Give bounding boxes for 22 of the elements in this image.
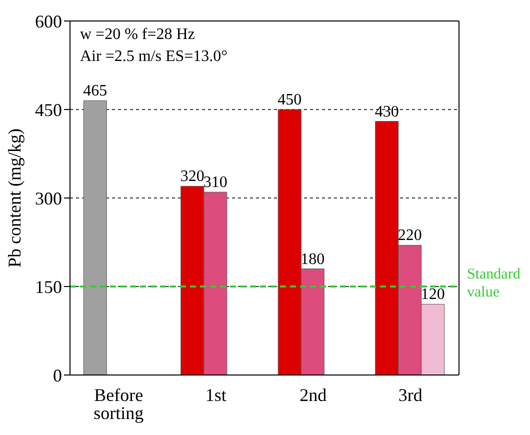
x-tick-label: 1st xyxy=(205,385,226,406)
y-tick-label: 300 xyxy=(35,188,62,208)
x-tick-label: 2nd xyxy=(300,385,327,406)
ref-line-label: Standard value xyxy=(467,266,521,300)
data-label: 465 xyxy=(83,82,108,100)
data-label: 310 xyxy=(203,174,228,192)
bar xyxy=(83,100,107,375)
annotation: Air =2.5 m/s ES=13.0° xyxy=(80,47,228,67)
y-tick-label: 450 xyxy=(35,100,62,120)
data-label: 120 xyxy=(420,286,445,304)
data-label: 220 xyxy=(398,227,422,244)
data-label: 450 xyxy=(278,92,302,108)
x-tick-label: 3rd xyxy=(398,385,422,406)
x-tick-label: Before sorting xyxy=(94,385,144,424)
annotation: w =20 % f=28 Hz xyxy=(80,25,196,45)
y-axis-title: Pb content (mg/kg) xyxy=(4,128,24,268)
y-tick-label: 0 xyxy=(53,365,62,386)
data-label: 430 xyxy=(374,103,399,120)
y-tick-label: 600 xyxy=(35,11,62,32)
data-label: 180 xyxy=(300,250,325,268)
data-label: 320 xyxy=(180,168,204,186)
y-tick-label: 150 xyxy=(35,276,62,297)
